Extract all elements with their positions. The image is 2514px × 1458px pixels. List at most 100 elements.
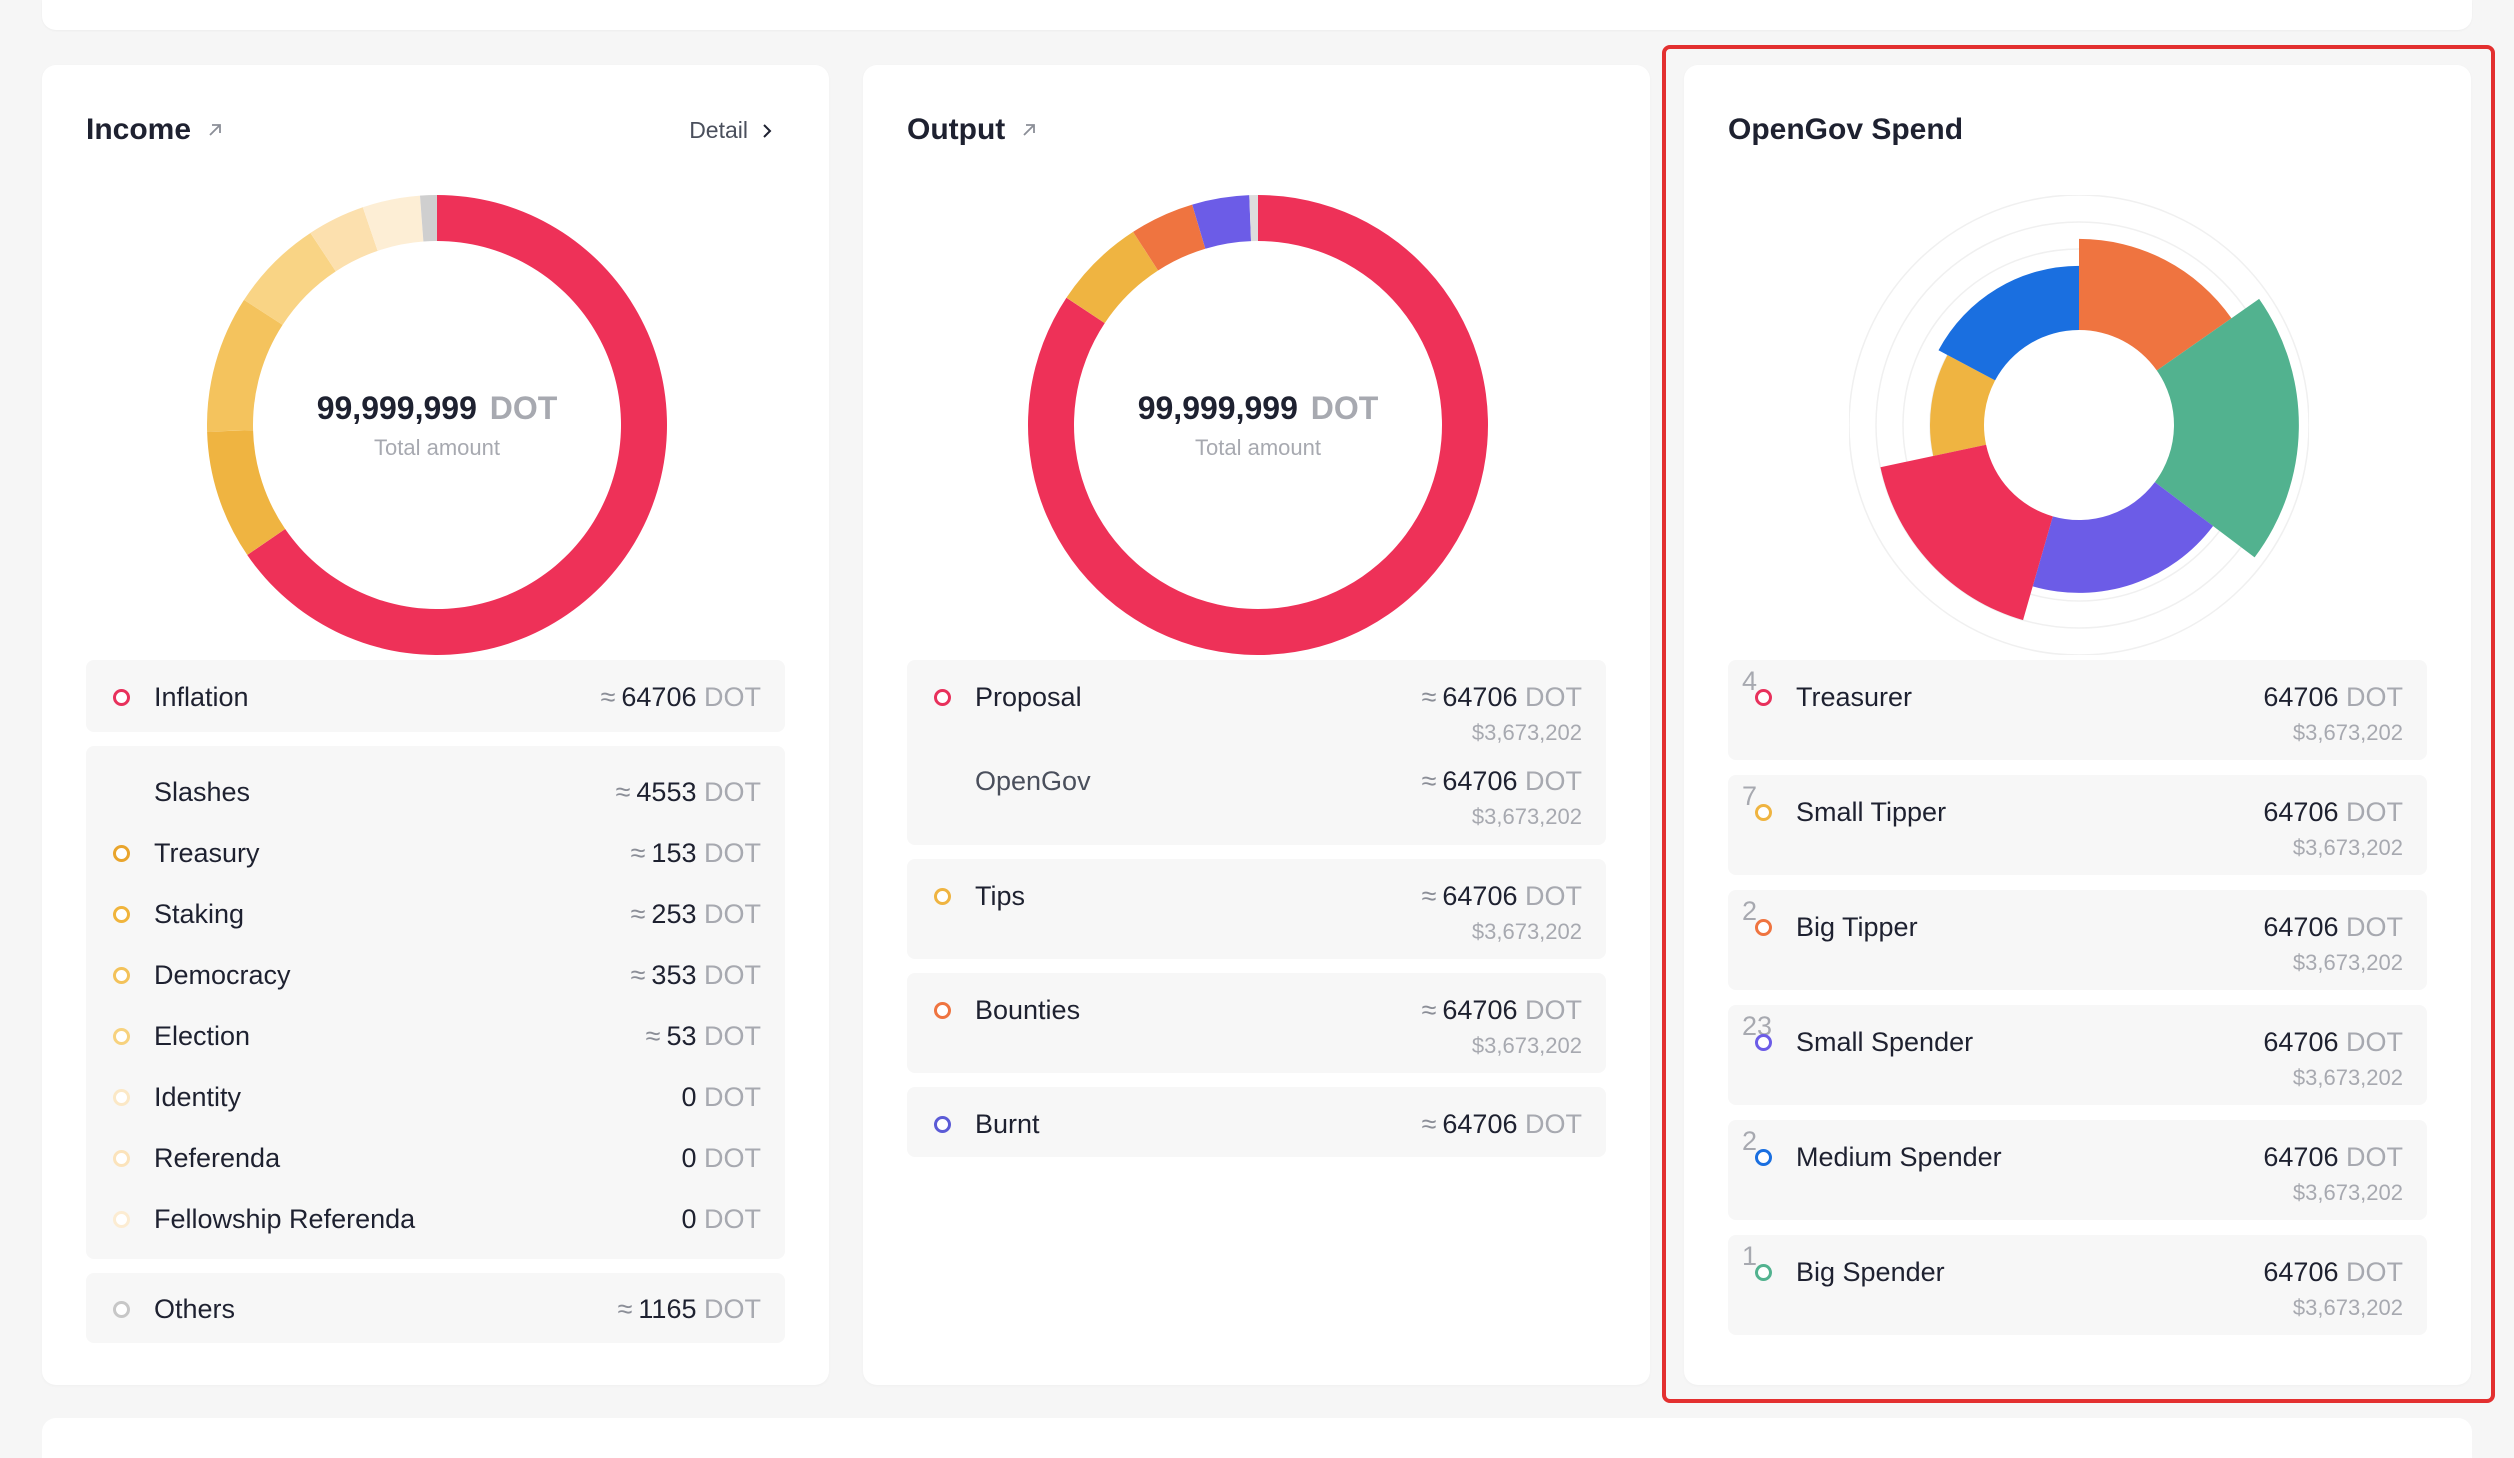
- opengov-row-big-spender[interactable]: Big Spender 1 64706 DOT $3,673,202: [1728, 1241, 2427, 1320]
- income-segment-election[interactable]: [310, 207, 378, 272]
- income-row-identity[interactable]: Identity 0 DOT: [86, 1066, 785, 1127]
- opengov-group-medium-spender[interactable]: Medium Spender 2 64706 DOT $3,673,202: [1728, 1120, 2427, 1220]
- unit: DOT: [704, 838, 761, 868]
- amount: 64706: [1442, 1109, 1518, 1139]
- income-row-democracy[interactable]: Democracy ≈353 DOT: [86, 944, 785, 1005]
- income-title[interactable]: Income: [86, 113, 225, 147]
- income-others-group[interactable]: Others ≈1165 DOT: [86, 1273, 785, 1343]
- output-total-label: Total amount: [1195, 434, 1321, 460]
- opengov-sector-small-spender[interactable]: [2032, 482, 2214, 593]
- opengov-group-small-spender[interactable]: Small Spender 23 64706 DOT $3,673,202: [1728, 1005, 2427, 1105]
- output-row-tips[interactable]: Tips ≈64706 DOT $3,673,202: [907, 865, 1606, 944]
- output-row-bounties[interactable]: Bounties ≈64706 DOT $3,673,202: [907, 979, 1606, 1058]
- opengov-row-big-tipper[interactable]: Big Tipper 2 64706 DOT $3,673,202: [1728, 896, 2427, 975]
- row-name: Fellowship Referenda: [154, 1204, 416, 1234]
- unit: DOT: [1525, 766, 1582, 796]
- row-value: ≈153 DOT: [631, 838, 761, 869]
- output-segment-tips[interactable]: [1066, 231, 1159, 324]
- row-name: Small Tipper: [1796, 797, 1947, 827]
- unit: DOT: [1525, 682, 1582, 712]
- output-group-tips[interactable]: Tips ≈64706 DOT $3,673,202: [907, 859, 1606, 959]
- status-dot-icon: [113, 906, 130, 923]
- amount: 53: [666, 1021, 697, 1051]
- opengov-group-small-tipper[interactable]: Small Tipper 7 64706 DOT $3,673,202: [1728, 775, 2427, 875]
- income-row-election[interactable]: Election ≈53 DOT: [86, 1005, 785, 1066]
- opengov-group-big-spender[interactable]: Big Spender 1 64706 DOT $3,673,202: [1728, 1235, 2427, 1335]
- opengov-group-treasurer[interactable]: Treasurer 4 64706 DOT $3,673,202: [1728, 660, 2427, 760]
- output-row-proposal[interactable]: Proposal ≈64706 DOT $3,673,202: [907, 666, 1606, 745]
- status-dot-icon: [113, 967, 130, 984]
- row-value: ≈64706 DOT: [1422, 881, 1582, 912]
- approx-sign: ≈: [1421, 995, 1437, 1025]
- output-segment-bounties[interactable]: [1133, 204, 1206, 271]
- row-name: Medium Spender: [1796, 1142, 2002, 1172]
- income-inflation-group[interactable]: Inflation ≈64706 DOT: [86, 660, 785, 732]
- opengov-sector-treasurer[interactable]: [1880, 444, 2053, 621]
- unit: DOT: [1525, 1109, 1582, 1139]
- opengov-sector-big-tipper[interactable]: [2079, 238, 2232, 371]
- amount: 64706: [2263, 797, 2339, 827]
- opengov-sector-medium-spender[interactable]: [1938, 265, 2079, 381]
- income-row-staking[interactable]: Staking ≈253 DOT: [86, 883, 785, 944]
- status-dot-icon: [1755, 1149, 1772, 1166]
- opengov-group-big-tipper[interactable]: Big Tipper 2 64706 DOT $3,673,202: [1728, 890, 2427, 990]
- row-name: Election: [154, 1021, 251, 1051]
- status-dot-icon: [1755, 1034, 1772, 1051]
- output-proposal-group[interactable]: Proposal ≈64706 DOT $3,673,202 OpenGov ≈…: [907, 660, 1606, 845]
- income-row-others[interactable]: Others ≈1165 DOT: [86, 1278, 785, 1339]
- opengov-row-treasurer[interactable]: Treasurer 4 64706 DOT $3,673,202: [1728, 666, 2427, 745]
- status-dot-icon: [934, 888, 951, 905]
- status-dot-icon: [934, 1116, 951, 1133]
- row-value: 64706 DOT: [2263, 1142, 2403, 1173]
- row-value: 0 DOT: [681, 1204, 761, 1235]
- row-name: Burnt: [975, 1109, 1040, 1139]
- approx-sign: ≈: [630, 960, 646, 990]
- income-segment-democracy[interactable]: [244, 232, 336, 325]
- output-group-bounties[interactable]: Bounties ≈64706 DOT $3,673,202: [907, 973, 1606, 1073]
- income-total-unit: DOT: [489, 389, 558, 426]
- amount: 64706: [2263, 682, 2339, 712]
- income-segment-others[interactable]: [419, 195, 437, 242]
- status-dot-icon: [113, 1028, 130, 1045]
- output-segment-burnt[interactable]: [1192, 195, 1252, 249]
- income-segment-identity[interactable]: [362, 195, 424, 251]
- income-segment-staking[interactable]: [207, 299, 283, 432]
- opengov-row-small-spender[interactable]: Small Spender 23 64706 DOT $3,673,202: [1728, 1011, 2427, 1090]
- income-segment-treasury[interactable]: [207, 430, 286, 555]
- income-row-referenda[interactable]: Referenda 0 DOT: [86, 1127, 785, 1188]
- opengov-row-medium-spender[interactable]: Medium Spender 2 64706 DOT $3,673,202: [1728, 1126, 2427, 1205]
- slashes-name: Slashes: [154, 777, 251, 807]
- row-usd: $3,673,202: [2292, 720, 2403, 745]
- income-total-value: 99,999,999: [316, 389, 477, 426]
- output-row-opengov[interactable]: OpenGov ≈64706 DOT $3,673,202: [907, 750, 1606, 829]
- income-row-fellowship-referenda[interactable]: Fellowship Referenda 0 DOT: [86, 1188, 785, 1249]
- output-title[interactable]: Output: [907, 113, 1039, 147]
- income-row-treasury[interactable]: Treasury ≈153 DOT: [86, 822, 785, 883]
- external-link-icon[interactable]: [205, 120, 225, 140]
- income-row-slashes[interactable]: Slashes ≈4553 DOT: [86, 761, 785, 822]
- output-total-value: 99,999,999: [1137, 389, 1298, 426]
- opengov-row-small-tipper[interactable]: Small Tipper 7 64706 DOT $3,673,202: [1728, 781, 2427, 860]
- row-value: 0 DOT: [681, 1143, 761, 1174]
- amount: 64706: [1442, 881, 1518, 911]
- row-name: Big Tipper: [1796, 912, 1918, 942]
- row-value: 64706 DOT: [2263, 1257, 2403, 1288]
- output-group-burnt[interactable]: Burnt ≈64706 DOT: [907, 1087, 1606, 1157]
- amount: 0: [681, 1143, 697, 1173]
- opengov-sector-big-spender[interactable]: [2154, 298, 2299, 558]
- row-usd: $3,673,202: [2292, 1065, 2403, 1090]
- row-name: Treasury: [154, 838, 260, 868]
- unit: DOT: [2346, 1257, 2403, 1287]
- output-segment-gap[interactable]: [1249, 195, 1258, 242]
- opengov-sector-small-tipper[interactable]: [1930, 355, 1996, 456]
- amount: 0: [681, 1082, 697, 1112]
- row-usd: $3,673,202: [2292, 1180, 2403, 1205]
- amount: 153: [651, 838, 697, 868]
- others-dot-icon: [113, 1301, 130, 1318]
- detail-link[interactable]: Detail: [689, 117, 774, 144]
- output-row-burnt[interactable]: Burnt ≈64706 DOT: [907, 1093, 1606, 1154]
- external-link-icon[interactable]: [1019, 120, 1039, 140]
- income-row-inflation[interactable]: Inflation ≈64706 DOT: [86, 666, 785, 727]
- income-donut-chart: 99,999,999 DOT Total amount: [207, 195, 667, 655]
- unit: DOT: [704, 960, 761, 990]
